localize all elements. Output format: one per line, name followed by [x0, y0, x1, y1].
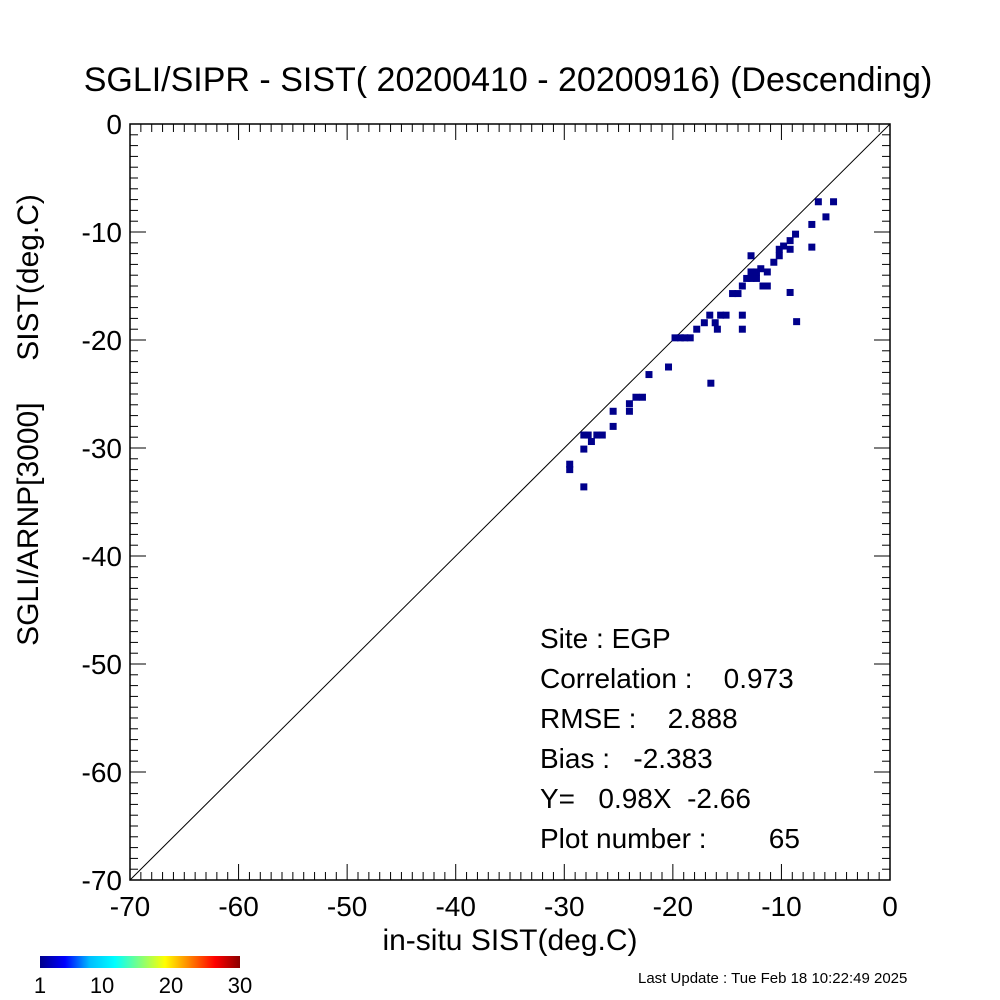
colorbar-tick-label: 20	[159, 973, 183, 998]
data-point	[822, 213, 830, 221]
data-point	[747, 268, 755, 276]
data-point	[747, 252, 755, 260]
data-point	[763, 282, 771, 290]
y-axis-title: SGLI/ARNP[3000] SIST(deg.C)	[12, 194, 45, 646]
data-point	[738, 325, 746, 333]
x-tick-label: -70	[110, 891, 150, 922]
data-point	[676, 334, 684, 342]
data-point	[686, 334, 694, 342]
data-point	[747, 274, 755, 282]
data-point	[645, 371, 653, 379]
data-point	[713, 325, 721, 333]
data-point	[638, 393, 646, 401]
data-point	[780, 242, 788, 250]
last-update: Last Update : Tue Feb 18 10:22:49 2025	[638, 970, 907, 987]
data-point	[743, 274, 751, 282]
colorbar-tick-label: 30	[228, 973, 252, 998]
colorbar-tick-label: 10	[90, 973, 114, 998]
y-tick-label: 0	[106, 109, 122, 140]
data-point	[700, 319, 708, 327]
stats-box: Site : EGP Correlation : 0.973 RMSE : 2.…	[540, 623, 800, 854]
colorbar-tick-label: 1	[34, 973, 46, 998]
y-tick-label: -10	[82, 217, 122, 248]
data-point	[808, 220, 816, 228]
data-point	[775, 245, 783, 253]
data-point	[580, 483, 588, 491]
data-point	[717, 311, 725, 319]
data-point	[580, 431, 588, 439]
one-to-one-line	[129, 123, 891, 881]
x-tick-label: -60	[218, 891, 258, 922]
y-tick-label: -60	[82, 757, 122, 788]
data-point	[763, 268, 771, 276]
y-tick-label: -20	[82, 325, 122, 356]
data-point	[693, 325, 701, 333]
plot-frame	[129, 123, 891, 881]
data-point	[632, 393, 640, 401]
y-tick-label: -70	[82, 865, 122, 896]
data-point	[706, 311, 714, 319]
data-point	[793, 318, 801, 326]
stat-fit: Y= 0.98X -2.66	[540, 783, 751, 814]
data-point	[566, 460, 574, 468]
data-point	[609, 407, 617, 415]
y-tick-label: -40	[82, 541, 122, 572]
data-point	[681, 334, 689, 342]
x-tick-label: -30	[544, 891, 584, 922]
data-point	[625, 400, 633, 408]
data-point	[625, 407, 633, 415]
data-point	[786, 237, 794, 245]
data-point	[770, 258, 778, 266]
data-point	[711, 319, 719, 327]
data-point	[792, 230, 800, 238]
data-point	[775, 252, 783, 260]
data-point	[566, 466, 574, 474]
data-point	[757, 265, 765, 273]
stat-rmse: RMSE : 2.888	[540, 703, 738, 734]
data-point	[814, 198, 822, 206]
data-point	[752, 274, 760, 282]
data-point	[584, 431, 592, 439]
x-tick-label: -10	[761, 891, 801, 922]
data-point	[587, 438, 595, 446]
x-tick-label: -40	[435, 891, 475, 922]
stat-correlation: Correlation : 0.973	[540, 663, 794, 694]
colorbar	[40, 956, 240, 968]
stat-plot-number: Plot number : 65	[540, 823, 800, 854]
data-point	[738, 282, 746, 290]
data-point	[593, 431, 601, 439]
data-point	[786, 245, 794, 253]
y-tick-label: -50	[82, 649, 122, 680]
axis-ticks	[129, 123, 891, 881]
data-point	[738, 311, 746, 319]
data-point	[729, 290, 737, 298]
x-tick-label: 0	[882, 891, 898, 922]
data-point	[722, 311, 730, 319]
data-point	[707, 379, 715, 387]
stat-site: Site : EGP	[540, 623, 671, 654]
data-point	[830, 198, 838, 206]
data-point	[609, 422, 617, 430]
data-point	[759, 282, 767, 290]
stat-bias: Bias : -2.383	[540, 743, 713, 774]
x-tick-label: -50	[327, 891, 367, 922]
x-tick-label: -20	[653, 891, 693, 922]
x-axis-title: in-situ SIST(deg.C)	[382, 924, 637, 957]
data-point	[808, 243, 816, 251]
data-point	[734, 290, 742, 298]
data-point	[598, 431, 606, 439]
data-point	[671, 334, 679, 342]
colorbar-labels: 1 10 20 30	[34, 973, 252, 998]
y-tick-label: -30	[82, 433, 122, 464]
tick-labels: -70 -60 -50 -40 -30 -20 -10 0 -70 -60 -50 -40 -30 -20…	[82, 109, 898, 922]
data-points	[566, 198, 838, 491]
data-point	[580, 445, 588, 453]
chart-title: SGLI/SIPR - SIST( 20200410 - 20200916) (…	[84, 61, 933, 99]
data-point	[665, 363, 673, 371]
data-point	[786, 288, 794, 296]
data-point	[752, 268, 760, 276]
